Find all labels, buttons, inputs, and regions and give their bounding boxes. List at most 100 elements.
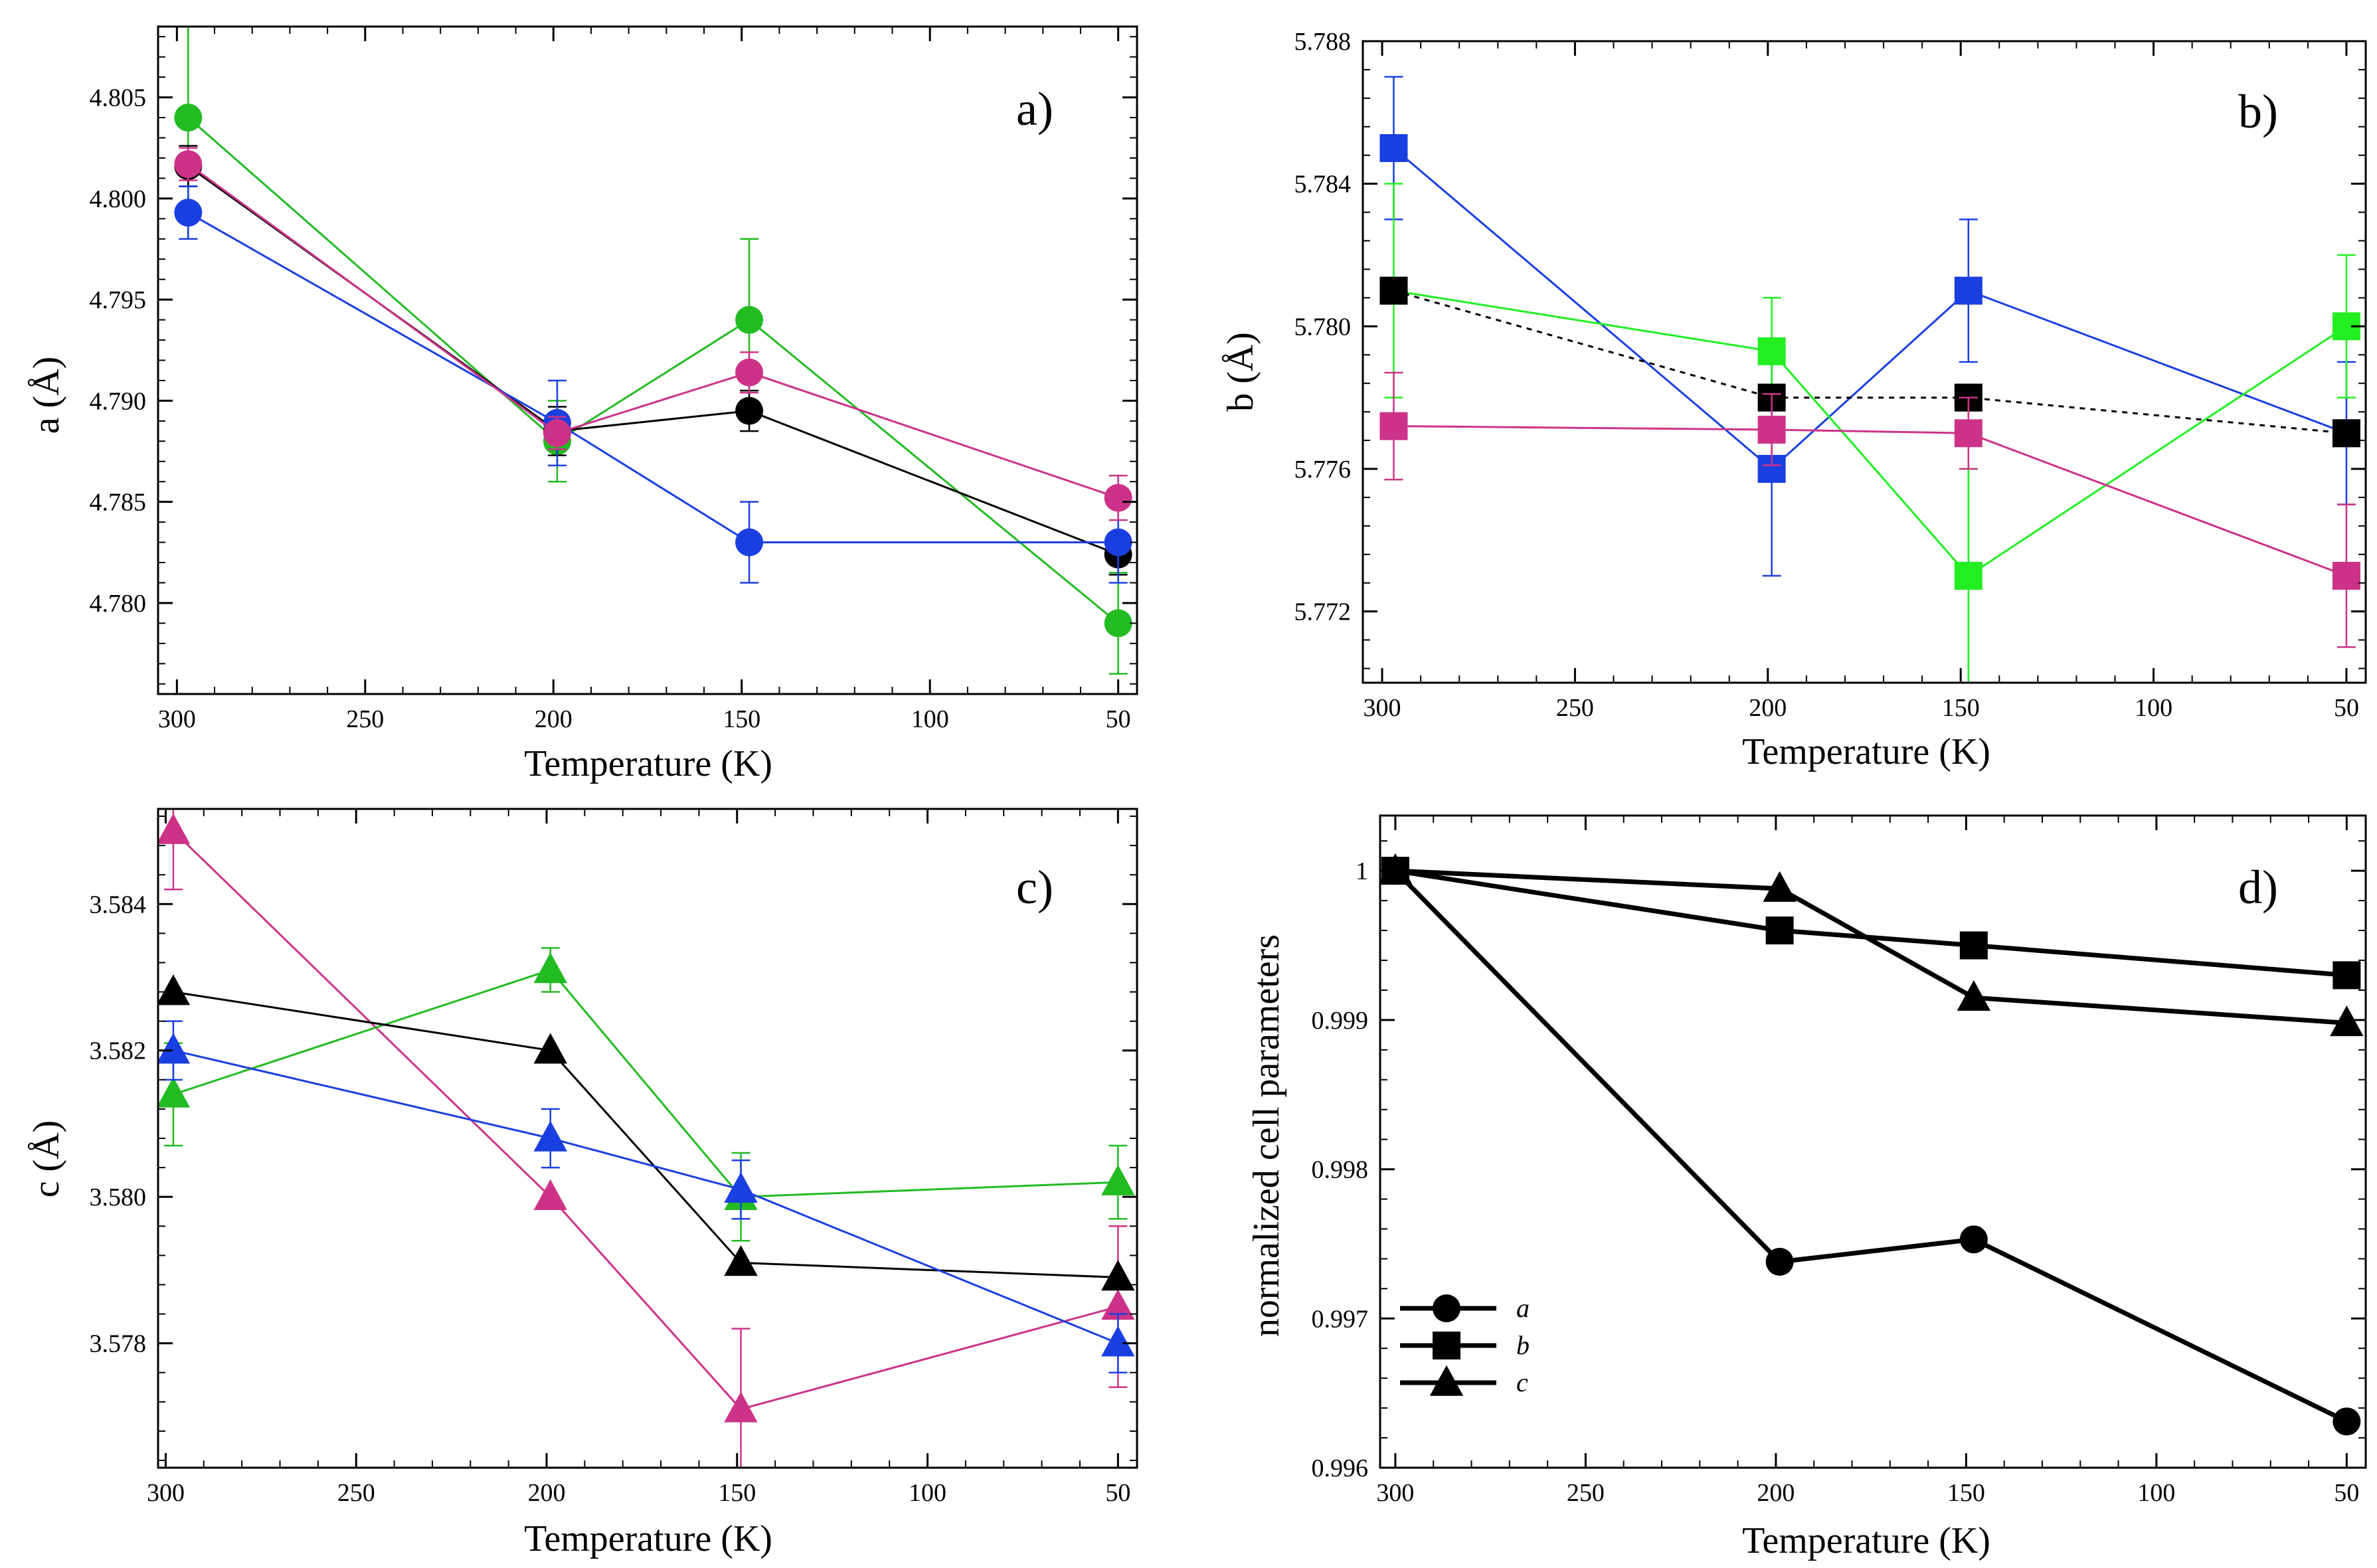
y-tick-label: 1 (1356, 857, 1368, 885)
x-tick-label: 300 (158, 705, 196, 733)
x-tick-label: 50 (2334, 1479, 2359, 1507)
x-tick-label: 150 (718, 1479, 756, 1507)
panel-a: a (Å) Temperature (K) a) 300 250 200 150 100… (26, 25, 1138, 784)
data-point-magenta (1757, 415, 1786, 444)
plot-frame (1362, 40, 2367, 684)
data-point-c (2330, 1005, 2364, 1037)
data-point-green (735, 305, 764, 334)
data-point-blue (1101, 1326, 1135, 1357)
data-point-magenta (158, 813, 191, 844)
data-point-black (533, 1033, 567, 1064)
y-tick-label: 5.772 (1294, 598, 1352, 626)
y-axis-title: c (Å) (26, 1120, 67, 1198)
x-tick-label: 250 (346, 705, 384, 733)
data-point-c (1957, 980, 1991, 1011)
y-tick-label: 3.582 (90, 1037, 147, 1065)
x-tick-label: 250 (337, 1479, 375, 1507)
data-point-magenta (1954, 419, 1982, 448)
x-tick-label: 50 (2334, 694, 2359, 722)
x-tick-label: 150 (1942, 694, 1980, 722)
y-tick-label: 0.998 (1312, 1156, 1369, 1184)
series-line-green (1393, 290, 2347, 577)
series-line-b (1395, 868, 2347, 978)
x-tick-label: 300 (1364, 694, 1401, 722)
series-black (1379, 276, 2360, 448)
x-tick-label: 200 (1757, 1479, 1795, 1507)
y-tick-label: 4.785 (90, 489, 147, 517)
x-tick-label: 150 (1947, 1479, 1985, 1507)
series-line-c (1395, 868, 2347, 1025)
series-line-blue (1393, 147, 2347, 470)
y-tick-label: 3.578 (90, 1330, 147, 1358)
data-point-c (1763, 871, 1797, 902)
series-magenta (158, 809, 1135, 1468)
y-tick-label: 5.784 (1294, 171, 1352, 199)
plot-area (158, 809, 1135, 1468)
data-point-magenta (533, 1179, 567, 1210)
data-point-green (1104, 609, 1132, 638)
x-tick-label: 300 (1376, 1479, 1414, 1507)
panel-label: d) (2238, 861, 2278, 914)
data-point-blue (174, 199, 203, 227)
x-axis-title: Temperature (K) (524, 743, 772, 784)
legend-label-b: b (1516, 1330, 1530, 1360)
series-magenta (174, 147, 1132, 521)
panel-d: normalized cell parameters Temperature (… (1246, 814, 2367, 1561)
y-tick-label: 4.780 (90, 590, 147, 618)
data-point-black (2332, 419, 2360, 448)
data-point-blue (158, 1033, 191, 1064)
data-point-b (1959, 931, 1988, 960)
y-tick-label: 0.996 (1312, 1454, 1369, 1482)
panel-label: a) (1016, 82, 1053, 135)
y-tick-label: 4.790 (90, 387, 147, 415)
y-tick-label: 5.776 (1294, 456, 1352, 483)
data-point-c (1380, 853, 1413, 884)
legend-marker-a (1433, 1294, 1460, 1322)
data-point-black (735, 396, 764, 425)
plot-area (1380, 853, 2364, 1436)
data-point-magenta (2332, 562, 2360, 590)
panel-b: b (Å) Temperature (K) b) 300 250 200 150 100… (1220, 28, 2367, 772)
series-line-black (173, 991, 1118, 1278)
x-tick-label: 200 (535, 705, 572, 733)
x-tick-label: 50 (1106, 705, 1131, 733)
x-tick-label: 50 (1105, 1479, 1130, 1507)
y-axis-title: b (Å) (1220, 332, 1261, 412)
x-tick-label: 250 (1556, 694, 1594, 722)
series-line-green (173, 968, 1118, 1198)
data-point-blue (735, 528, 764, 557)
data-point-green (174, 104, 203, 132)
data-point-magenta (1101, 1289, 1135, 1320)
y-tick-label: 5.780 (1294, 313, 1352, 341)
data-point-a (1959, 1225, 1988, 1254)
series-line-magenta (1393, 425, 2347, 577)
data-point-magenta (724, 1391, 758, 1423)
series-line-a (1393, 869, 2348, 1424)
data-point-blue (533, 1120, 567, 1152)
panel-c: c (Å) Temperature (K) c) 300 250 200 150 100… (26, 808, 1138, 1559)
series-line-blue (187, 211, 1118, 544)
x-axis-title: Temperature (K) (1742, 1520, 1990, 1561)
x-tick-label: 100 (911, 705, 949, 733)
series-line-magenta (187, 163, 1119, 499)
data-point-a (2333, 1407, 2361, 1436)
x-axis-title: Temperature (K) (524, 1518, 772, 1559)
data-point-magenta (543, 419, 571, 448)
data-point-green (1954, 562, 1982, 590)
data-point-magenta (1379, 412, 1408, 440)
y-tick-label: 4.805 (90, 84, 147, 112)
y-tick-label: 4.800 (90, 185, 147, 213)
data-point-b (1765, 916, 1794, 945)
x-tick-label: 100 (2135, 694, 2172, 722)
data-point-magenta (1104, 483, 1132, 512)
series-line-green (187, 116, 1119, 624)
data-point-blue (1954, 276, 1982, 305)
series-line-blue (173, 1049, 1118, 1344)
x-tick-label: 200 (1749, 694, 1787, 722)
data-point-a (1765, 1247, 1794, 1276)
series-magenta (1379, 371, 2360, 648)
data-point-green (1757, 337, 1786, 365)
plot-frame (1379, 814, 2367, 1469)
